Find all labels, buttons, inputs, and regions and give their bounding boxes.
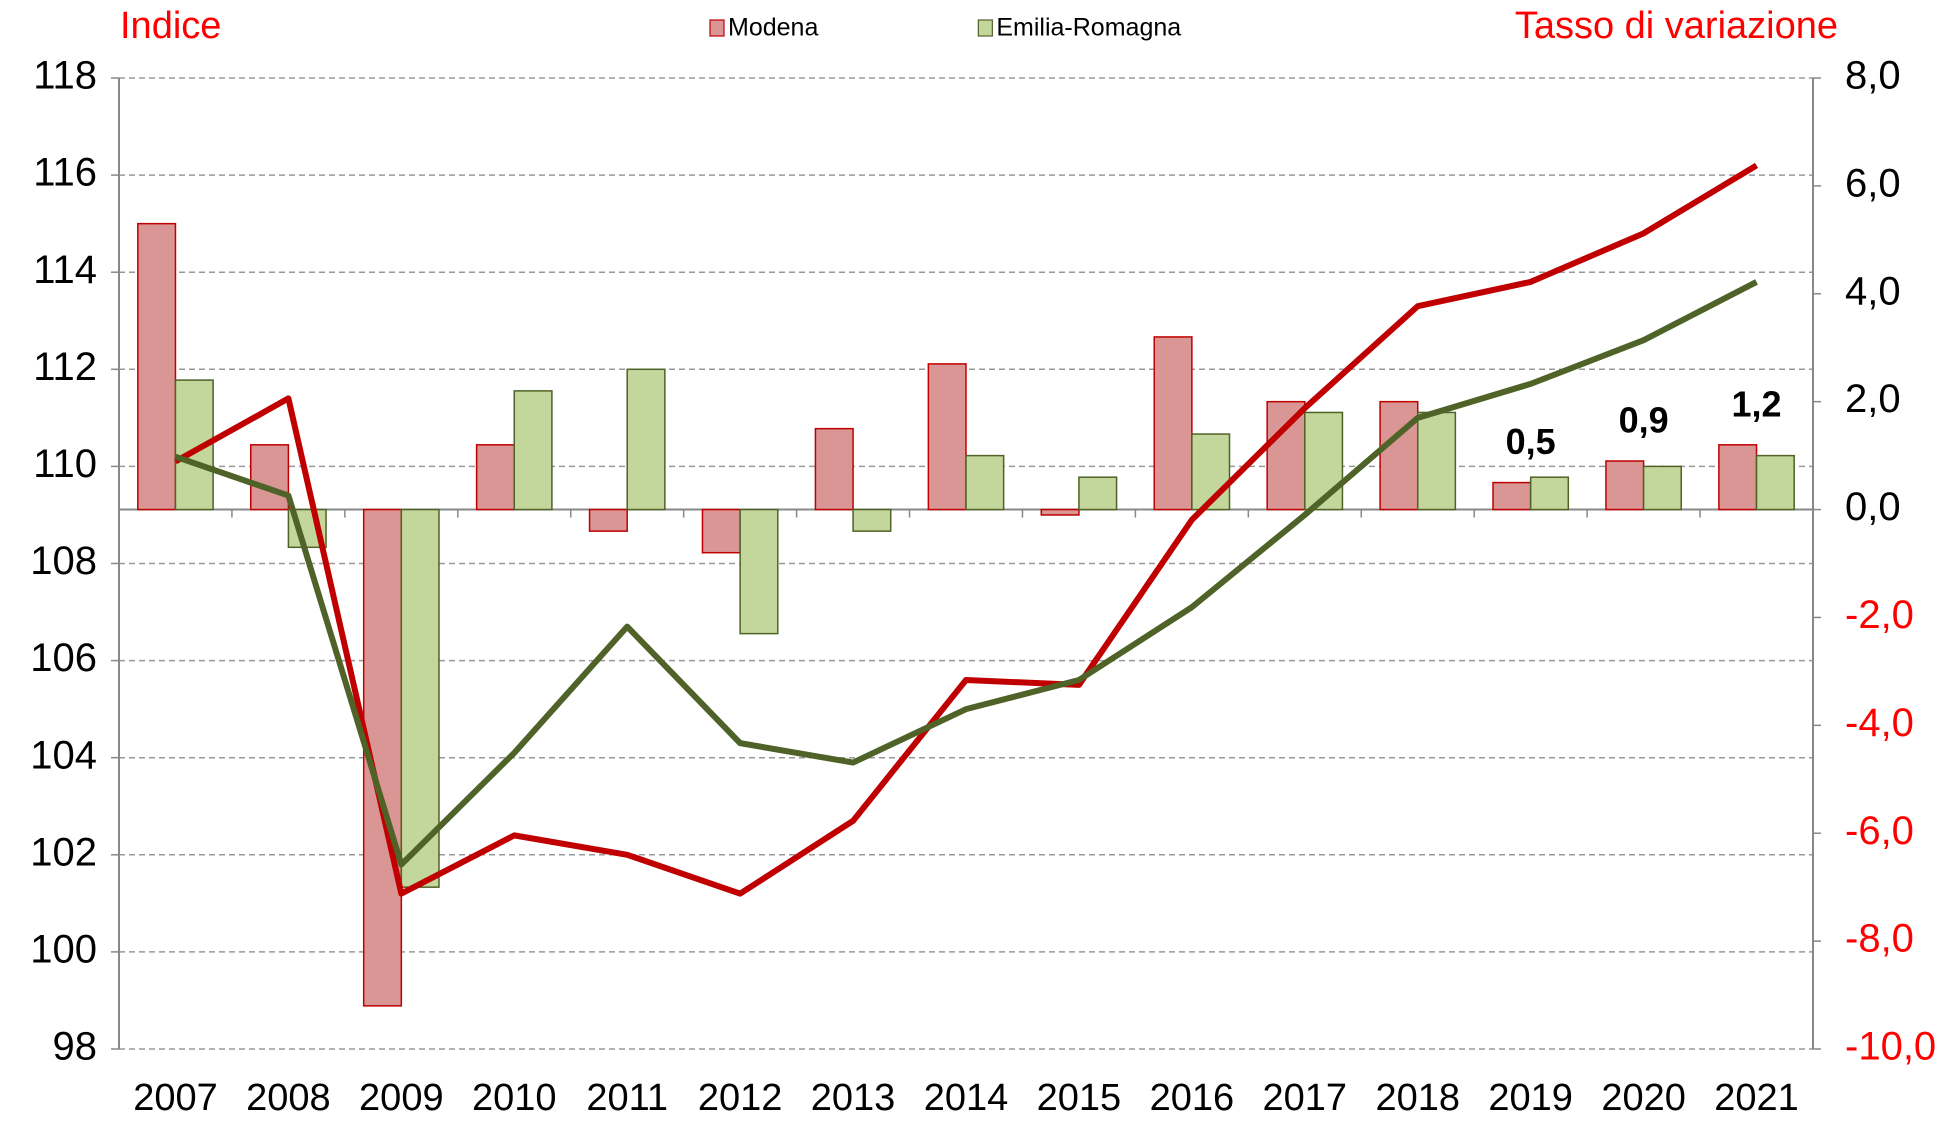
- x-tick-label: 2017: [1263, 1077, 1348, 1119]
- y2-tick-label: 4,0: [1845, 269, 1901, 313]
- bar: [513, 390, 553, 511]
- bar: [588, 508, 628, 532]
- x-tick-label: 2009: [359, 1077, 444, 1119]
- y-tick-label: 106: [30, 636, 97, 680]
- bar: [965, 454, 1005, 511]
- legend-swatch: [977, 19, 993, 37]
- legend-label: Modena: [728, 14, 818, 42]
- x-tick-label: 2008: [246, 1077, 331, 1119]
- x-tick-label: 2021: [1714, 1077, 1799, 1119]
- x-tick-label: 2010: [472, 1077, 557, 1119]
- bar: [927, 363, 967, 511]
- y-tick-label: 118: [33, 54, 97, 98]
- y-tick-label: 108: [30, 539, 97, 583]
- bar: [701, 508, 741, 554]
- legend-swatch: [709, 19, 725, 37]
- data-label: 0,9: [1619, 400, 1669, 441]
- bar: [1755, 454, 1795, 511]
- bar: [1416, 411, 1457, 511]
- y-tick-label: 112: [33, 345, 97, 389]
- bar: [400, 508, 440, 888]
- bar: [1529, 476, 1570, 511]
- y2-tick-label: 2,0: [1845, 377, 1901, 421]
- data-label: 1,2: [1732, 383, 1782, 424]
- x-tick-label: 2014: [924, 1077, 1009, 1119]
- y2-tick-label: 0,0: [1845, 485, 1901, 529]
- x-tick-label: 2011: [586, 1077, 668, 1119]
- y-tick-label: 104: [30, 733, 97, 777]
- x-tick-label: 2016: [1150, 1077, 1235, 1119]
- bar: [1191, 433, 1231, 511]
- bar: [852, 508, 892, 532]
- x-tick-label: 2013: [811, 1077, 896, 1119]
- y2-tick-label: 6,0: [1845, 161, 1901, 205]
- y-tick-label: 98: [53, 1025, 98, 1069]
- y-tick-label: 116: [33, 151, 97, 195]
- y2-tick-label: -4,0: [1845, 701, 1914, 745]
- y-tick-label: 114: [33, 248, 97, 292]
- bar: [1266, 400, 1306, 511]
- y2-tick-label: -10,0: [1845, 1025, 1936, 1069]
- x-tick-label: 2007: [133, 1077, 218, 1119]
- bar: [1379, 400, 1419, 511]
- y2-tick-label: -6,0: [1845, 809, 1914, 853]
- bar: [1153, 336, 1193, 511]
- bar: [1040, 508, 1080, 516]
- x-tick-label: 2012: [698, 1077, 783, 1119]
- y2-tick-label: -8,0: [1845, 917, 1914, 961]
- x-tick-label: 2018: [1375, 1077, 1460, 1119]
- bar: [1492, 481, 1532, 511]
- bar: [475, 444, 516, 511]
- bar: [1718, 444, 1758, 511]
- bar: [739, 508, 779, 635]
- bar: [1642, 465, 1682, 511]
- bar: [626, 368, 666, 511]
- bar: [1304, 411, 1344, 511]
- y-tick-label: 110: [33, 442, 97, 486]
- y2-tick-label: -2,0: [1845, 593, 1914, 637]
- bar: [1605, 460, 1645, 511]
- bar: [250, 444, 290, 511]
- bar: [1078, 476, 1118, 511]
- y-tick-label: 102: [30, 830, 97, 874]
- x-tick-label: 2020: [1601, 1077, 1686, 1119]
- x-tick-label: 2015: [1037, 1077, 1122, 1119]
- bar: [137, 222, 177, 511]
- x-tick-label: 2019: [1488, 1077, 1573, 1119]
- y2-tick-label: 8,0: [1845, 54, 1901, 98]
- line: [174, 162, 1759, 897]
- data-label: 0,5: [1506, 421, 1556, 462]
- bar: [814, 427, 854, 511]
- line: [174, 279, 1758, 868]
- y-tick-label: 100: [30, 927, 97, 971]
- y-axis-title: Indice: [120, 5, 221, 47]
- legend-label: Emilia-Romagna: [996, 14, 1181, 42]
- y2-axis-title: Tasso di variazione: [1515, 5, 1838, 47]
